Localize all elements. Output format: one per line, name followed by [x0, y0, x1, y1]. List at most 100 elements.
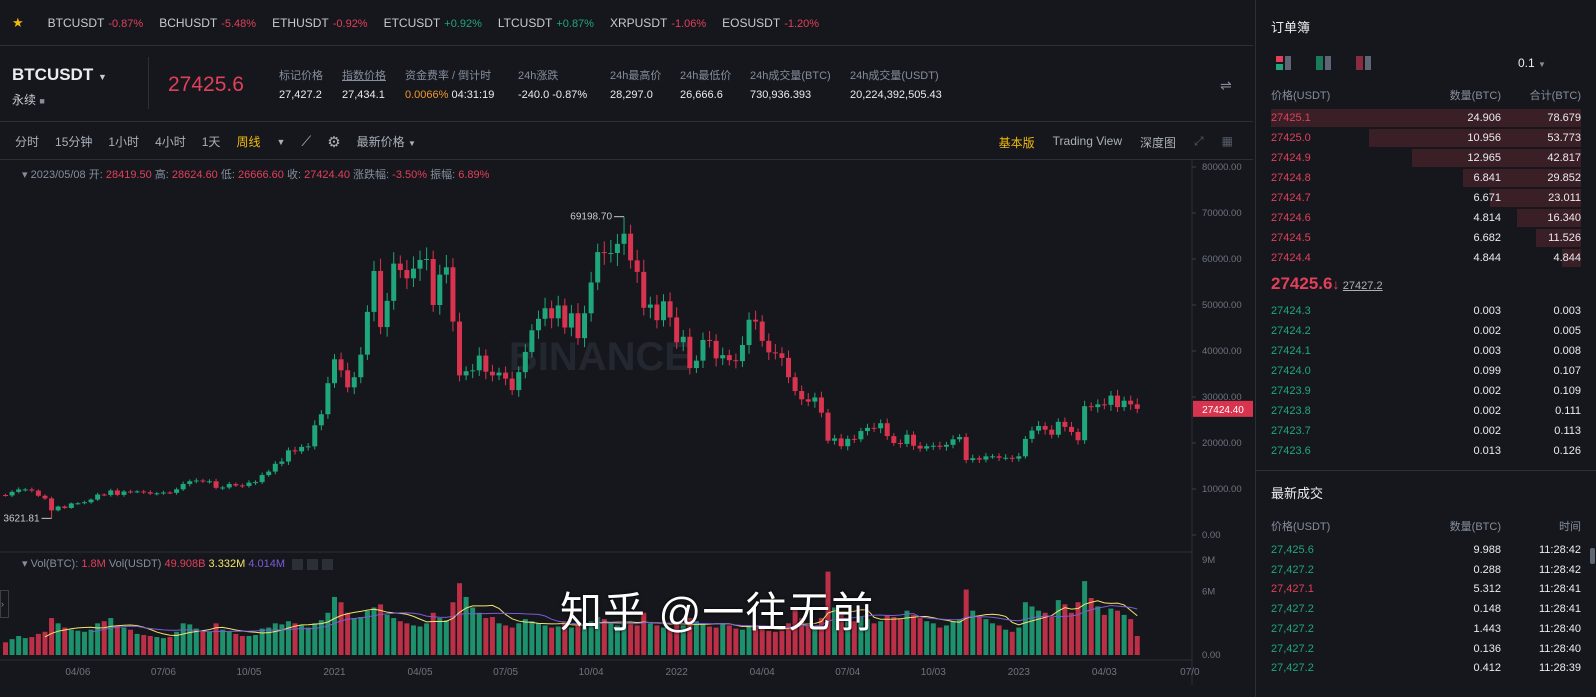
collapse-icon[interactable]: ▾	[22, 169, 28, 181]
time: 11:28:41	[1538, 603, 1581, 616]
ticker-item[interactable]: XRPUSDT -1.06%	[609, 15, 707, 30]
info-icon[interactable]: ■	[39, 96, 45, 106]
orderbook-asks-icon[interactable]	[1356, 56, 1372, 70]
volume-bar	[49, 618, 55, 655]
indicator-icon[interactable]: ⟋	[301, 133, 312, 149]
ticker-item[interactable]: BTCUSDT -0.87%	[47, 15, 144, 30]
mark-price-link[interactable]: 27427.2	[1342, 280, 1383, 292]
ticker-item[interactable]: BCHUSDT -5.48%	[159, 15, 257, 30]
volume-bar	[700, 624, 706, 655]
ticker-item[interactable]: EOSUSDT -1.20%	[722, 15, 820, 30]
x-tick-label: 07/05	[493, 667, 519, 678]
volume-bar	[634, 625, 640, 655]
volume-bar	[720, 623, 726, 655]
volume-bar	[246, 636, 252, 655]
candle-body	[1068, 426, 1074, 432]
interval-1d[interactable]: 1天	[201, 135, 221, 149]
volume-bar	[950, 621, 956, 655]
ask-row[interactable]: 27424.7 6.671 23.011	[1271, 188, 1581, 208]
total: 53.773	[1547, 132, 1581, 144]
candle-body	[555, 305, 561, 319]
view-tradingview[interactable]: Trading View	[1052, 134, 1123, 148]
x-tick-label: 04/04	[749, 667, 775, 678]
legend-setting-icon[interactable]	[292, 558, 304, 570]
candle-body	[871, 427, 877, 429]
interval-4h[interactable]: 4小时	[155, 135, 186, 149]
view-depth[interactable]: 深度图	[1140, 136, 1177, 150]
volume-bar	[226, 631, 232, 655]
ask-row[interactable]: 27424.4 4.844 4.844	[1271, 248, 1581, 268]
more-intervals-chevron-icon[interactable]: ▼	[276, 136, 286, 147]
volume-bar	[332, 596, 337, 655]
bid-row[interactable]: 27423.9 0.002 0.109	[1271, 381, 1581, 401]
ask-row[interactable]: 27424.5 6.682 11.526	[1271, 228, 1581, 248]
view-basic[interactable]: 基本版	[998, 136, 1035, 150]
volume-bar	[443, 620, 449, 655]
panel-expand-handle[interactable]: ›	[0, 590, 9, 618]
quantity: 6.671	[1473, 192, 1501, 204]
volume-bar	[509, 627, 515, 655]
ticker-item[interactable]: ETHUSDT -0.92%	[272, 15, 368, 30]
orderbook-both-icon[interactable]	[1276, 56, 1292, 70]
gear-icon[interactable]: ⚙	[327, 133, 341, 151]
ask-row[interactable]: 27425.0 10.956 53.773	[1271, 128, 1581, 148]
volume-bar	[3, 642, 8, 655]
ask-row[interactable]: 27424.6 4.814 16.340	[1271, 208, 1581, 228]
ask-row[interactable]: 27424.8 6.841 29.852	[1271, 168, 1581, 188]
trade-row[interactable]: 27,427.2 0.412 11:28:39	[1271, 658, 1581, 678]
volume-bar	[88, 629, 94, 655]
bid-row[interactable]: 27424.2 0.002 0.005	[1271, 321, 1581, 341]
expand-icon[interactable]: ⤢	[1194, 134, 1204, 148]
bid-row[interactable]: 27424.0 0.099 0.107	[1271, 361, 1581, 381]
ask-row[interactable]: 27424.9 12.965 42.817	[1271, 148, 1581, 168]
interval-1w[interactable]: 周线	[236, 135, 261, 149]
collapse-icon[interactable]: ▾	[22, 558, 28, 570]
legend-close-icon[interactable]	[322, 558, 334, 570]
bid-row[interactable]: 27424.1 0.003 0.008	[1271, 341, 1581, 361]
candle-body	[937, 445, 943, 447]
interval-1h[interactable]: 1小时	[108, 135, 140, 149]
candle-body	[845, 438, 851, 447]
legend-hide-icon[interactable]	[307, 558, 319, 570]
stat-index-price[interactable]: 指数价格 27,434.1	[342, 70, 386, 101]
orderbook-bids-icon[interactable]	[1316, 56, 1332, 70]
price-type-select[interactable]: 最新价格 ▼	[356, 135, 416, 149]
quantity: 6.682	[1473, 232, 1501, 244]
volume-bar	[62, 627, 68, 655]
trade-row[interactable]: 27,427.1 5.312 11:28:41	[1271, 579, 1581, 599]
trade-row[interactable]: 27,427.2 0.148 11:28:41	[1271, 599, 1581, 619]
candle-body	[305, 446, 311, 448]
volume-bar	[503, 625, 509, 655]
interval-15m[interactable]: 15分钟	[55, 135, 93, 149]
ticker-item[interactable]: ETCUSDT +0.92%	[383, 15, 482, 30]
bid-row[interactable]: 27423.7 0.002 0.113	[1271, 421, 1581, 441]
candle-body	[943, 444, 949, 447]
volume-bar	[575, 623, 581, 655]
bid-row[interactable]: 27423.8 0.002 0.111	[1271, 401, 1581, 421]
bid-row[interactable]: 27424.3 0.003 0.003	[1271, 301, 1581, 321]
trades-scrollbar[interactable]	[1590, 548, 1595, 564]
candle-body	[588, 282, 594, 314]
favorite-star-icon[interactable]: ★	[12, 14, 24, 30]
settings-sliders-icon[interactable]: ⇌	[1220, 77, 1232, 93]
candle-body	[391, 263, 397, 301]
volume-bar	[397, 621, 403, 655]
ticker-item[interactable]: LTCUSDT +0.87%	[497, 15, 594, 30]
volume-bar	[990, 623, 995, 655]
volume-bar	[134, 633, 140, 655]
candle-body	[193, 480, 199, 482]
trade-row[interactable]: 27,427.2 1.443 11:28:40	[1271, 619, 1581, 639]
bid-row[interactable]: 27423.6 0.013 0.126	[1271, 441, 1581, 461]
price-chart[interactable]: BINANCE 80000.00 70000.00 60000.00 50000.00…	[0, 160, 1255, 697]
volume-bar	[963, 589, 969, 655]
trade-row[interactable]: 27,425.6 9.988 11:28:42	[1271, 540, 1581, 560]
volume-bars	[3, 571, 1140, 655]
trade-row[interactable]: 27,427.2 0.288 11:28:42	[1271, 560, 1581, 580]
precision-select[interactable]: 0.1 ▼	[1518, 56, 1546, 70]
candle-body	[904, 434, 910, 444]
interval-time[interactable]: 分时	[15, 135, 40, 149]
grid-layout-icon[interactable]: ▦	[1221, 134, 1233, 148]
symbol-selector[interactable]: BTCUSDT ▼	[12, 65, 107, 84]
ask-row[interactable]: 27425.1 24.906 78.679	[1271, 108, 1581, 128]
trade-row[interactable]: 27,427.2 0.136 11:28:40	[1271, 639, 1581, 659]
